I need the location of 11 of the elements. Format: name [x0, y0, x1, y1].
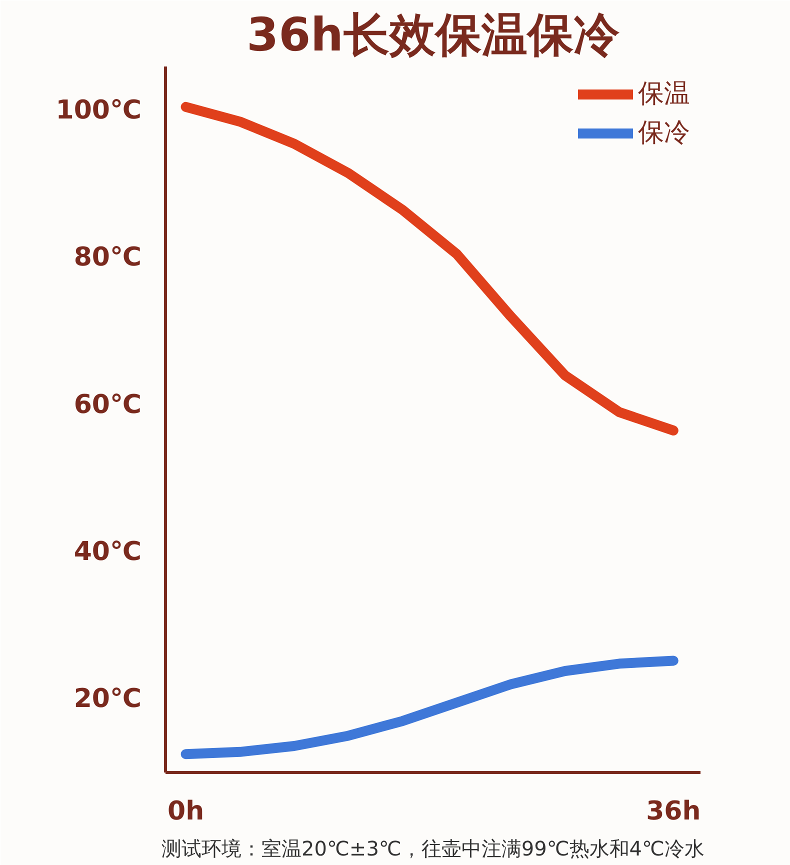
chart-title: 36h长效保温保冷 [246, 8, 620, 62]
x-tick-label: 0h [168, 796, 204, 826]
y-tick-label: 60℃ [74, 390, 142, 420]
text: 测试环境：室温20℃±3℃，往壶中注满99℃热水和4℃冷水 [162, 836, 704, 860]
y-tick-label: 100℃ [56, 96, 142, 126]
y-tick-label: 40℃ [74, 536, 142, 567]
legend-label: 保温 [638, 78, 690, 111]
y-tick-label: 80℃ [74, 242, 142, 273]
y-tick-label: 20℃ [74, 684, 142, 714]
x-tick-label: 36h [646, 796, 701, 826]
legend-label: 保冷 [638, 117, 690, 150]
